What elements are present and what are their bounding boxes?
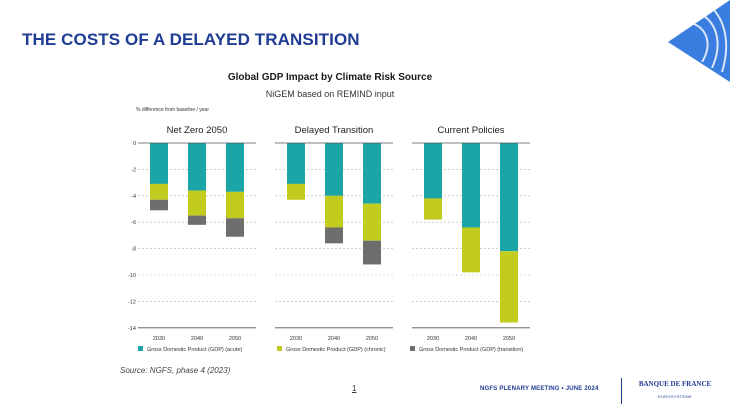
legend-swatch bbox=[410, 346, 415, 351]
bar-segment-chronic bbox=[150, 183, 168, 200]
bar-segment-acute bbox=[188, 143, 206, 191]
panel-title: Net Zero 2050 bbox=[167, 125, 228, 136]
bar-segment-acute bbox=[150, 143, 168, 184]
bar-segment-chronic bbox=[325, 195, 343, 228]
corner-wave-logo-icon bbox=[668, 0, 730, 82]
legend-swatch bbox=[138, 346, 143, 351]
page-number[interactable]: 1 bbox=[352, 384, 357, 393]
panel-title: Current Policies bbox=[437, 125, 504, 136]
bar-segment-chronic bbox=[188, 190, 206, 216]
footer-meeting: NGFS PLENARY MEETING • JUNE 2024 bbox=[480, 386, 599, 392]
bar-segment-transition bbox=[325, 227, 343, 244]
legend-label: Gross Domestic Product (GDP) (chronic) bbox=[286, 347, 386, 353]
x-tick-label: 2030 bbox=[290, 336, 302, 342]
x-tick-label: 2040 bbox=[465, 336, 477, 342]
y-tick-label: -12 bbox=[128, 299, 136, 305]
chart-title: Global GDP Impact by Climate Risk Source bbox=[228, 72, 433, 83]
x-tick-label: 2030 bbox=[427, 336, 439, 342]
logo-subtitle: EUROSYSTÈME bbox=[658, 394, 692, 399]
bar-segment-chronic bbox=[500, 251, 518, 323]
y-tick-label: -14 bbox=[128, 326, 136, 332]
source-note: Source: NGFS, phase 4 (2023) bbox=[120, 366, 231, 375]
bar-segment-chronic bbox=[462, 227, 480, 273]
legend-label: Gross Domestic Product (GDP) (acute) bbox=[147, 347, 243, 353]
bar-segment-acute bbox=[424, 143, 442, 199]
x-tick-label: 2040 bbox=[328, 336, 340, 342]
bar-segment-acute bbox=[462, 143, 480, 228]
bar-segment-chronic bbox=[424, 198, 442, 220]
y-tick-label: -4 bbox=[131, 194, 136, 200]
y-tick-label: -2 bbox=[131, 167, 136, 173]
gdp-impact-chart: Global GDP Impact by Climate Risk Source… bbox=[128, 72, 530, 353]
bar-segment-acute bbox=[500, 143, 518, 252]
x-tick-label: 2050 bbox=[229, 336, 241, 342]
bar-segment-chronic bbox=[226, 191, 244, 219]
bar-segment-transition bbox=[188, 215, 206, 225]
x-tick-label: 2040 bbox=[191, 336, 203, 342]
y-tick-label: 0 bbox=[133, 141, 136, 147]
panel-title: Delayed Transition bbox=[295, 125, 374, 136]
banque-de-france-logo: BANQUE DE FRANCE EUROSYSTÈME bbox=[630, 380, 720, 399]
y-tick-label: -8 bbox=[131, 247, 136, 253]
slide-title: THE COSTS OF A DELAYED TRANSITION bbox=[22, 30, 360, 49]
bar-segment-acute bbox=[287, 143, 305, 184]
footer-divider bbox=[621, 378, 622, 404]
y-tick-label: -10 bbox=[128, 273, 136, 279]
bar-segment-transition bbox=[226, 218, 244, 237]
x-tick-label: 2050 bbox=[366, 336, 378, 342]
legend-label: Gross Domestic Product (GDP) (transition… bbox=[419, 347, 523, 353]
bar-segment-transition bbox=[363, 240, 381, 265]
bar-segment-chronic bbox=[363, 203, 381, 241]
legend-swatch bbox=[277, 346, 282, 351]
y-tick-label: -6 bbox=[131, 220, 136, 226]
bar-segment-acute bbox=[363, 143, 381, 204]
bar-segment-acute bbox=[226, 143, 244, 192]
logo-name: BANQUE DE FRANCE bbox=[638, 380, 712, 388]
chart-subtitle: NiGEM based on REMIND input bbox=[266, 89, 395, 99]
x-tick-label: 2050 bbox=[503, 336, 515, 342]
y-axis-label: % difference from baseline / year bbox=[136, 107, 209, 113]
bar-segment-acute bbox=[325, 143, 343, 196]
x-tick-label: 2030 bbox=[153, 336, 165, 342]
bar-segment-transition bbox=[150, 199, 168, 211]
bar-segment-chronic bbox=[287, 183, 305, 200]
